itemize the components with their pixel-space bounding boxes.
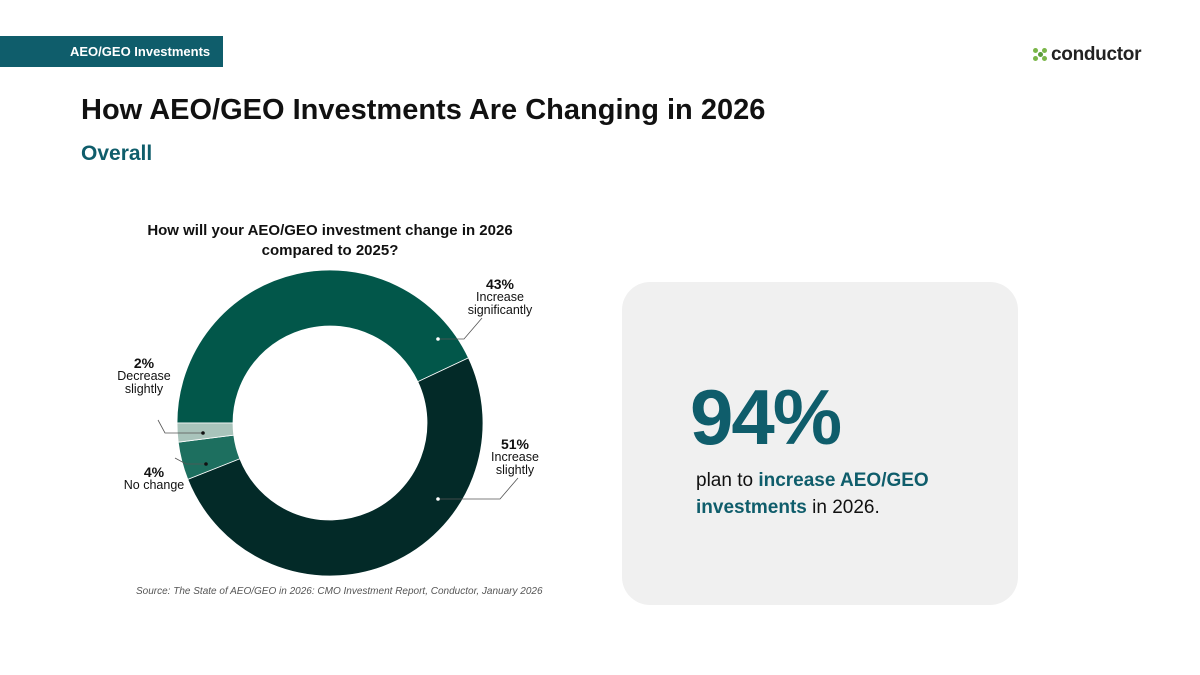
stat-text-before: plan to <box>696 470 759 491</box>
chart-source: Source: The State of AEO/GEO in 2026: CM… <box>136 586 543 597</box>
logo-dots-icon <box>1033 48 1047 62</box>
stat-value: 94% <box>690 373 842 461</box>
slice-value-label: 43% <box>485 276 515 292</box>
slice-label-increase-slightly: 51% Increase slightly <box>482 436 548 477</box>
stat-text-highlight: increase AEO/GEO investments <box>696 470 929 518</box>
page-subtitle: Overall <box>81 142 153 165</box>
slice-value-label: 4% <box>143 464 165 480</box>
slice-label-decrease-slightly: 2% Decrease slightly <box>108 355 180 396</box>
slice-category-label: Increase slightly <box>491 450 539 477</box>
slice-value-label: 51% <box>500 436 530 452</box>
leader-dot <box>436 337 440 341</box>
slice-label-no-change: 4% No change <box>114 464 194 492</box>
donut-chart <box>157 269 519 577</box>
page-title: How AEO/GEO Investments Are Changing in … <box>81 94 766 126</box>
slice-category-label: Increase significantly <box>467 290 533 317</box>
logo-text: conductor <box>1051 44 1142 65</box>
section-tag: AEO/GEO Investments <box>0 36 223 67</box>
donut-slice-decrease-slightly <box>176 422 235 443</box>
stat-card: 94% plan to increase AEO/GEO investments… <box>622 282 1018 605</box>
slice-value-label: 2% <box>133 355 155 371</box>
leader-dot <box>201 431 205 435</box>
slice-category-label: Decrease slightly <box>117 369 171 396</box>
donut-slice-increase-significantly <box>176 269 469 424</box>
leader-line <box>438 477 519 500</box>
leader-dot <box>204 462 208 466</box>
leader-line <box>157 419 203 434</box>
donut-slice-increase-slightly <box>187 357 484 577</box>
chart-title: How will your AEO/GEO investment change … <box>147 222 513 259</box>
stat-text-after: in 2026. <box>806 497 880 518</box>
leader-dot <box>436 497 440 501</box>
leader-line <box>438 317 483 340</box>
slice-label-increase-significantly: 43% Increase significantly <box>456 276 544 317</box>
leader-line <box>174 457 206 465</box>
conductor-logo: conductor <box>1033 44 1141 66</box>
stat-text: plan to increase AEO/GEO investments in … <box>696 467 996 521</box>
slice-category-label: No change <box>123 478 185 492</box>
